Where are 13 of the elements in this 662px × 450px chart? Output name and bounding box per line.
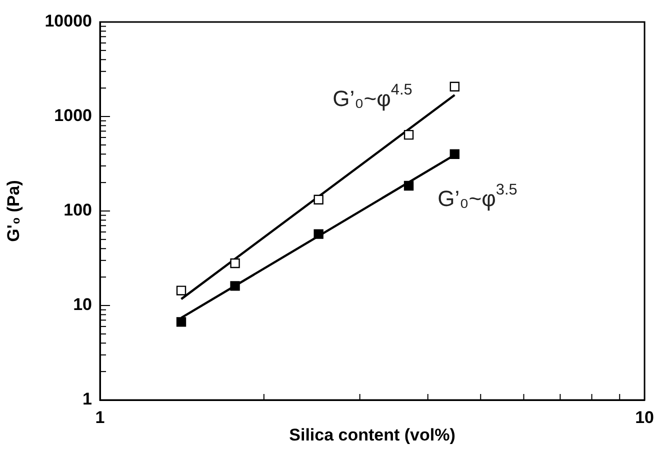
y-tick-label: 100: [64, 200, 92, 220]
x-axis-title: Silica content (vol%): [289, 425, 456, 444]
y-tick-label: 1000: [54, 106, 92, 126]
point: [176, 286, 186, 296]
y-tick-label: 1: [82, 390, 92, 409]
y-tick-label: 10000: [44, 12, 92, 31]
point: [314, 229, 324, 239]
point: [176, 317, 186, 327]
point: [450, 149, 460, 159]
point: [450, 82, 460, 92]
point: [314, 194, 324, 204]
y-tick-label: 10: [73, 295, 92, 314]
y-axis-title: G'₀ (Pa): [4, 180, 23, 242]
